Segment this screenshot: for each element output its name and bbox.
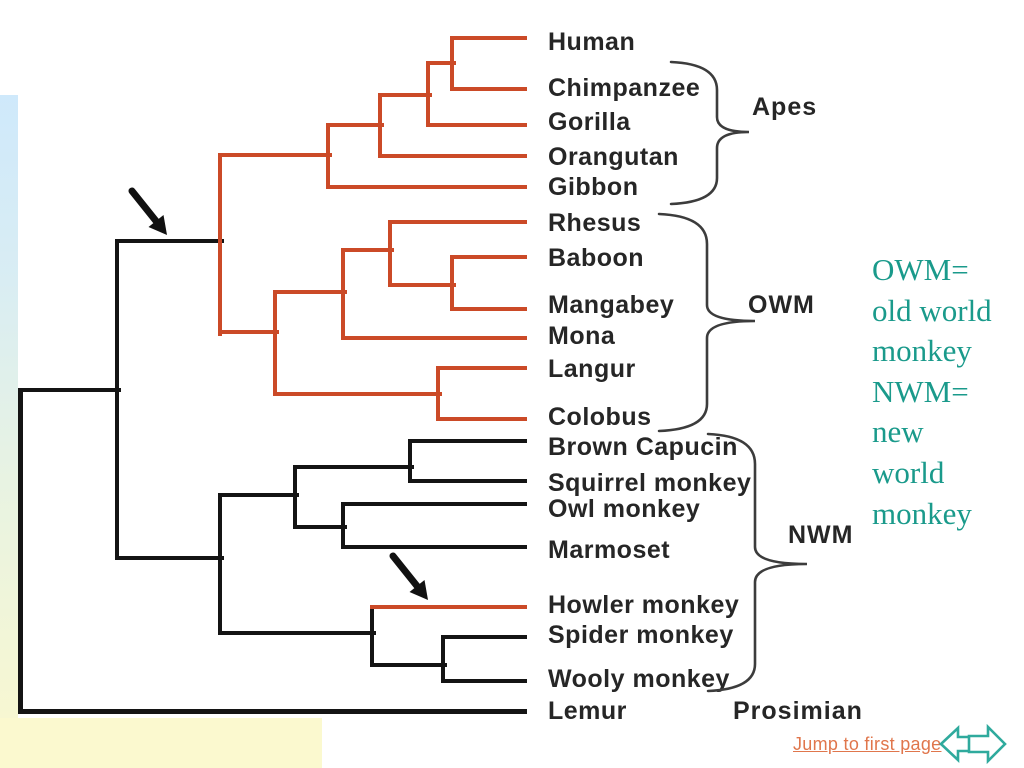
taxon-label: Colobus (548, 403, 652, 431)
definition-line: world (872, 454, 945, 490)
branch-segment (388, 220, 392, 287)
branch-segment (370, 663, 447, 667)
branch-segment (115, 239, 119, 560)
owm-brace (657, 212, 756, 433)
branch-segment (426, 61, 430, 127)
branch-segment (341, 336, 527, 340)
branch-segment (18, 708, 527, 714)
branch-segment (426, 123, 527, 127)
branch-segment (326, 123, 384, 127)
branch-segment (450, 307, 527, 311)
taxon-label: Human (548, 28, 636, 56)
branch-segment (436, 366, 527, 370)
branch-segment (436, 417, 527, 421)
branch-segment (273, 392, 442, 396)
definition-line: old world (872, 292, 992, 328)
annotation-arrow-catarrhine (128, 187, 167, 235)
taxon-label: Mangabey (548, 291, 675, 319)
branch-segment (441, 635, 445, 683)
branch-segment (218, 330, 279, 334)
group-label-apes: Apes (752, 93, 818, 121)
branch-segment (218, 631, 376, 635)
branch-segment (273, 290, 277, 396)
branch-segment (293, 465, 414, 469)
branch-segment (441, 679, 527, 683)
branch-segment (408, 439, 527, 443)
branch-segment (408, 439, 412, 483)
branch-segment (115, 239, 224, 243)
branch-segment (18, 388, 121, 392)
branch-segment (273, 290, 347, 294)
next-page-arrow-icon[interactable] (967, 724, 1007, 765)
definition-line: NWM= (872, 373, 969, 409)
branch-segment (426, 61, 456, 65)
taxon-label: Rhesus (548, 209, 642, 237)
taxon-label: Chimpanzee (548, 74, 701, 102)
annotation-arrow-howler (389, 552, 428, 600)
taxon-label: Gibbon (548, 173, 639, 201)
branch-segment (341, 502, 527, 506)
taxon-label: Wooly monkey (548, 665, 730, 693)
branch-segment (370, 605, 374, 667)
taxon-label: Owl monkey (548, 495, 701, 523)
branch-segment (218, 153, 332, 157)
branch-segment (441, 635, 527, 639)
taxon-label: Mona (548, 322, 616, 350)
bottom-left-yellow-block (0, 718, 322, 768)
branch-segment (341, 502, 345, 549)
group-label-nwm: NWM (788, 521, 854, 549)
taxon-label: Marmoset (548, 536, 671, 564)
branch-segment (293, 465, 297, 529)
taxon-label: Baboon (548, 244, 645, 272)
branch-segment (378, 93, 432, 97)
taxon-label: Spider monkey (548, 621, 734, 649)
branch-segment (341, 545, 527, 549)
left-gradient-bar (0, 95, 18, 718)
branch-segment (450, 255, 527, 259)
branch-segment (378, 154, 527, 158)
branch-segment (218, 153, 222, 336)
branch-segment (17, 388, 23, 713)
taxon-label: Langur (548, 355, 636, 383)
group-label-owm: OWM (748, 291, 815, 319)
branch-segment (341, 248, 345, 340)
branch-segment (115, 556, 224, 560)
branch-segment (218, 493, 222, 635)
branch-segment (450, 36, 527, 40)
branch-segment (408, 479, 527, 483)
definition-line: monkey (872, 495, 972, 531)
branch-segment (450, 87, 527, 91)
branch-segment (326, 123, 330, 189)
page-nav-arrows (938, 724, 1008, 766)
branch-segment (388, 220, 527, 224)
taxon-label: Orangutan (548, 143, 679, 171)
jump-to-first-page-link[interactable]: Jump to first page (793, 734, 942, 754)
branch-segment (378, 93, 382, 158)
definition-line: OWM= (872, 252, 969, 287)
group-label-prosimian: Prosimian (733, 697, 863, 725)
taxon-label: Lemur (548, 697, 627, 725)
branch-segment (218, 493, 299, 497)
definition-line: new (872, 414, 924, 450)
definition-line: monkey (872, 333, 972, 369)
taxon-label: Howler monkey (548, 591, 740, 619)
branch-segment (450, 255, 454, 311)
taxon-label: Brown Capucin (548, 433, 738, 461)
definition-text: OWM= old world monkey NWM= new world monkey (872, 250, 992, 534)
branch-segment (388, 283, 456, 287)
branch-segment (450, 36, 454, 91)
taxon-label: Gorilla (548, 108, 631, 136)
branch-segment (436, 366, 440, 421)
branch-segment (370, 605, 527, 609)
branch-segment (326, 185, 527, 189)
branch-segment (341, 248, 394, 252)
branch-segment (293, 525, 347, 529)
